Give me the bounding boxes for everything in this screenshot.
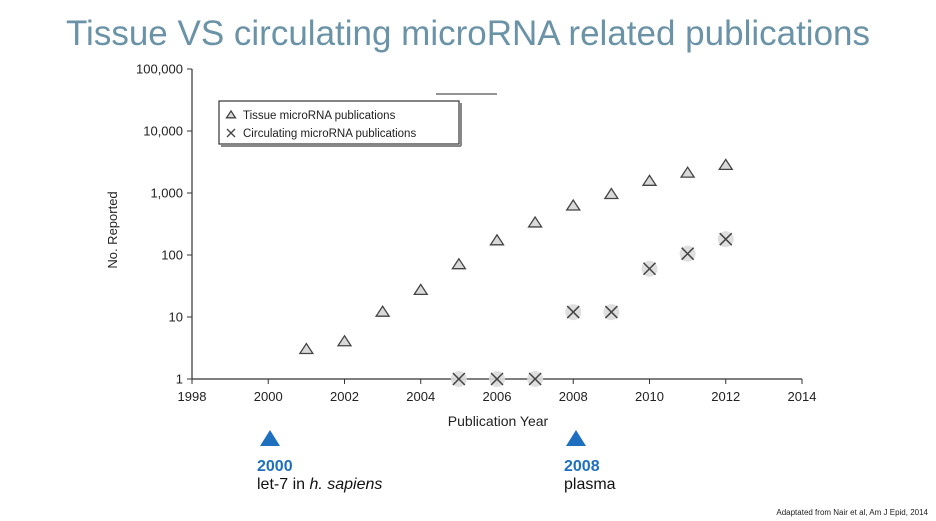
x-tick-label: 2014 bbox=[788, 389, 817, 404]
x-marker-stroke bbox=[604, 305, 618, 319]
tissue-point bbox=[565, 198, 581, 211]
x-tick-label: 2006 bbox=[483, 389, 512, 404]
tick-labels: 1998 2000 2002 2004 2006 2008 2010 2012 2014 1 10 1… bbox=[136, 62, 816, 405]
x-tick-label: 2004 bbox=[406, 389, 435, 404]
x-axis-label: Publication Year bbox=[448, 413, 549, 429]
x-tick-label: 2002 bbox=[330, 389, 359, 404]
x-tick-label: 2010 bbox=[635, 389, 664, 404]
y-tick-label: 1 bbox=[176, 372, 183, 387]
circulating-point bbox=[641, 260, 658, 277]
tissue-point bbox=[451, 257, 467, 270]
circulating-point bbox=[527, 371, 544, 387]
legend-x-stroke bbox=[226, 128, 236, 138]
circulating-point bbox=[679, 245, 696, 262]
y-tick-label: 100,000 bbox=[136, 62, 183, 77]
legend: Tissue microRNA publications Circulating … bbox=[218, 100, 462, 147]
tissue-point bbox=[413, 283, 429, 296]
source-credit: Adaptated from Nair et al, Am J Epid, 20… bbox=[776, 508, 928, 517]
annotation-year: 2008 bbox=[564, 458, 600, 475]
y-tick-label: 1,000 bbox=[150, 186, 183, 201]
series-circulating bbox=[450, 231, 734, 387]
x-marker-stroke bbox=[566, 305, 580, 319]
tissue-point bbox=[641, 174, 658, 186]
tissue-point bbox=[718, 158, 734, 171]
tissue-point bbox=[374, 305, 391, 317]
tissue-point bbox=[527, 215, 543, 228]
annotation-text: plasma bbox=[564, 476, 616, 493]
x-tick-label: 2000 bbox=[254, 389, 283, 404]
data-marks bbox=[298, 158, 734, 387]
slide-title: Tissue VS circulating microRNA related p… bbox=[65, 14, 871, 53]
annotation-year: 2000 bbox=[257, 458, 293, 475]
annotation-2008: 2008 plasma bbox=[564, 430, 616, 494]
y-axis-label: No. Reported bbox=[105, 191, 120, 268]
x-marker-stroke bbox=[719, 232, 733, 246]
triangle-marker-icon bbox=[566, 430, 586, 446]
series-tissue bbox=[298, 158, 734, 355]
y-tick-label: 10 bbox=[169, 310, 183, 325]
legend-triangle-icon bbox=[225, 109, 237, 119]
x-tick-label: 2008 bbox=[559, 389, 588, 404]
x-marker-stroke bbox=[681, 247, 695, 261]
x-tick-label: 1998 bbox=[178, 389, 207, 404]
tissue-point bbox=[298, 342, 315, 355]
circulating-point bbox=[489, 371, 505, 387]
circulating-point bbox=[450, 371, 467, 387]
legend-label-tissue: Tissue microRNA publications bbox=[243, 110, 396, 122]
x-tick-label: 2012 bbox=[711, 389, 740, 404]
annotation-text: let-7 in h. sapiens bbox=[257, 476, 383, 493]
x-marker-stroke bbox=[452, 372, 466, 386]
tissue-point bbox=[336, 334, 353, 347]
x-marker-stroke bbox=[642, 262, 657, 276]
annotation-2000: 2000 let-7 in h. sapiens bbox=[257, 430, 382, 494]
tissue-point bbox=[603, 187, 620, 200]
triangle-marker-icon bbox=[260, 430, 280, 446]
x-marker-stroke bbox=[490, 372, 504, 386]
tissue-point bbox=[679, 165, 696, 178]
circulating-point bbox=[565, 304, 582, 321]
y-tick-label: 10,000 bbox=[143, 124, 183, 139]
circulating-point bbox=[603, 304, 620, 321]
y-tick-label: 100 bbox=[161, 248, 183, 263]
circulating-point bbox=[717, 231, 734, 248]
legend-box bbox=[218, 100, 460, 145]
x-marker-stroke bbox=[528, 372, 542, 386]
legend-x-icon bbox=[226, 128, 236, 138]
tissue-point bbox=[489, 233, 505, 246]
legend-label-circulating: Circulating microRNA publications bbox=[243, 128, 416, 140]
